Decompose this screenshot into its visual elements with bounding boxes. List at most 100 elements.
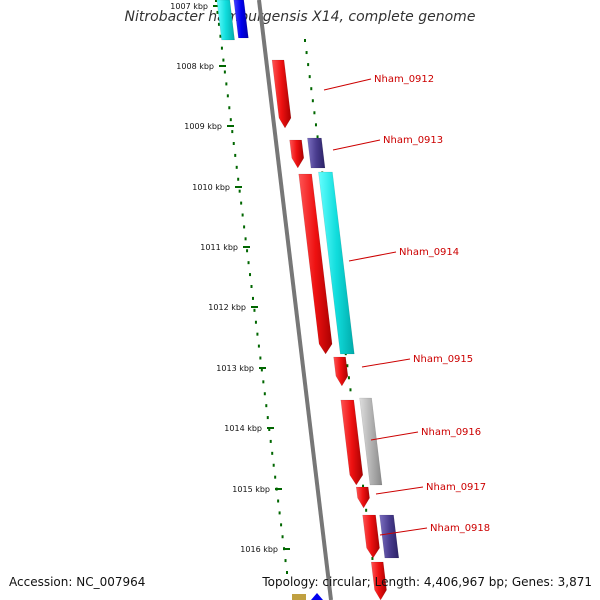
- ruler-dot-left: [269, 439, 272, 443]
- ruler-dot-left: [254, 320, 257, 324]
- ticks: 1007 kbp 1008 kbp 1009 kbp 1010 kbp 1011 kbp…: [170, 2, 290, 554]
- label-leader: [348, 251, 397, 262]
- tick-label: 1009 kbp: [184, 122, 222, 131]
- ruler-dot-left: [266, 416, 269, 420]
- gene-box-nham-0913[interactable]: [307, 137, 326, 169]
- ruler-dot-left: [253, 308, 256, 312]
- feature-blue-top[interactable]: [233, 0, 249, 39]
- feature-red-bottom[interactable]: [370, 561, 387, 600]
- gene-arrow-nham-0915[interactable]: [333, 356, 349, 387]
- ruler-dot-left: [272, 463, 275, 467]
- ruler-dot-right: [365, 508, 368, 512]
- gene-labels[interactable]: Nham_0912 Nham_0913 Nham_0914 Nham_0915 Nham…: [323, 74, 490, 536]
- ruler-dot-left: [228, 106, 231, 110]
- ruler-dot-left: [284, 559, 287, 563]
- ruler-dot-left: [243, 225, 246, 229]
- ruler-dot-left: [257, 344, 260, 348]
- ruler-dot-left: [240, 201, 243, 205]
- ruler-dot-left: [241, 213, 244, 217]
- gene-arrow-nham-0912[interactable]: [271, 59, 292, 129]
- label-leader: [379, 527, 428, 536]
- feature-cyan-top[interactable]: [216, 0, 235, 41]
- tick-label: 1014 kbp: [224, 424, 262, 433]
- label-leader: [323, 78, 372, 91]
- ruler-dot-left: [286, 571, 288, 574]
- ruler-dot-right: [347, 376, 350, 380]
- gene-arrow-nham-0913-a[interactable]: [289, 139, 305, 169]
- ruler-dot-left: [235, 165, 238, 169]
- ruler-dot-left: [229, 118, 232, 122]
- ruler-dot-left: [237, 177, 240, 181]
- ruler-dot-left: [225, 82, 228, 86]
- gene-arrow-nham-0916[interactable]: [340, 399, 364, 486]
- gene-label[interactable]: Nham_0914: [399, 247, 459, 258]
- ruler-dot-left: [281, 535, 284, 539]
- gene-label[interactable]: Nham_0917: [426, 482, 486, 493]
- ruler-dot-right: [305, 51, 308, 55]
- ruler-dot-left: [217, 22, 220, 26]
- feature-blue-bottom[interactable]: [311, 593, 323, 600]
- ruler-dot-left: [232, 142, 235, 145]
- label-leader: [370, 431, 419, 441]
- backbone: [257, 0, 333, 600]
- ruler-dot-right: [314, 123, 317, 127]
- gene-label[interactable]: Nham_0913: [383, 135, 443, 146]
- label-leader: [375, 486, 424, 495]
- ruler-dot-left: [256, 332, 259, 336]
- ruler-dot-left: [277, 499, 280, 503]
- ruler-dot-left: [271, 451, 274, 455]
- ruler-dot-left: [260, 368, 263, 372]
- ruler-dot-left: [231, 130, 234, 134]
- ruler-dot-right: [362, 484, 365, 488]
- gene-arrow-nham-0914[interactable]: [298, 173, 333, 355]
- ruler-dot-left: [223, 70, 226, 74]
- ruler-dot-left: [280, 523, 283, 527]
- accession: Accession: NC_007964: [9, 575, 146, 589]
- ruler-dot-left: [274, 475, 277, 479]
- ruler-dot-left: [246, 249, 249, 253]
- ruler-dot-right: [307, 63, 310, 67]
- ruler-dot-left: [219, 34, 222, 38]
- gene-box-nham-0916[interactable]: [359, 397, 383, 486]
- ruler-dot-left: [278, 511, 281, 515]
- ruler-dot-left: [244, 237, 247, 241]
- ruler-dot-right: [371, 556, 374, 560]
- ruler-dot-left: [234, 153, 237, 157]
- gene-label[interactable]: Nham_0912: [374, 74, 434, 85]
- gene-label[interactable]: Nham_0918: [430, 523, 490, 534]
- gene-box-nham-0914[interactable]: [318, 171, 355, 355]
- ruler-dot-left: [263, 392, 266, 396]
- tick-label: 1008 kbp: [176, 62, 214, 71]
- tick-label: 1011 kbp: [200, 243, 238, 252]
- ruler-dot-left: [238, 189, 241, 193]
- ruler-dot-right: [349, 388, 352, 392]
- ruler-dot-left: [262, 380, 265, 384]
- ruler-dot-left: [226, 94, 229, 98]
- label-leader: [361, 358, 411, 368]
- ruler-dot-left: [222, 58, 225, 62]
- gene-label[interactable]: Nham_0916: [421, 427, 481, 438]
- ruler-dot-right: [308, 75, 311, 79]
- topology-summary: Topology: circular; Length: 4,406,967 bp…: [262, 575, 592, 589]
- gene-label[interactable]: Nham_0915: [413, 354, 473, 365]
- tick-label: 1010 kbp: [192, 183, 230, 192]
- gene-arrow-nham-0918[interactable]: [362, 514, 380, 559]
- ruler-dot-left: [251, 296, 254, 300]
- ruler-dot-right: [310, 87, 313, 91]
- map-title: Nitrobacter hamburgensis X14, complete g…: [124, 9, 476, 25]
- backbone-line: [257, 0, 333, 600]
- ruler-dot-right: [313, 111, 316, 115]
- ruler-dot-left: [220, 46, 223, 50]
- ruler-dot-right: [311, 99, 314, 103]
- ruler-dot-left: [268, 428, 271, 431]
- gene-arrow-nham-0917[interactable]: [355, 486, 370, 509]
- ruler-dot-left: [249, 273, 252, 277]
- ruler-dot-left: [216, 10, 219, 14]
- gene-box-nham-0918[interactable]: [379, 514, 400, 559]
- features[interactable]: [216, 0, 400, 600]
- tick-label: 1013 kbp: [216, 364, 254, 373]
- ruler-dot-left: [265, 404, 268, 408]
- ruler-dot-left: [247, 261, 250, 265]
- feature-olive-bottom[interactable]: [292, 594, 306, 600]
